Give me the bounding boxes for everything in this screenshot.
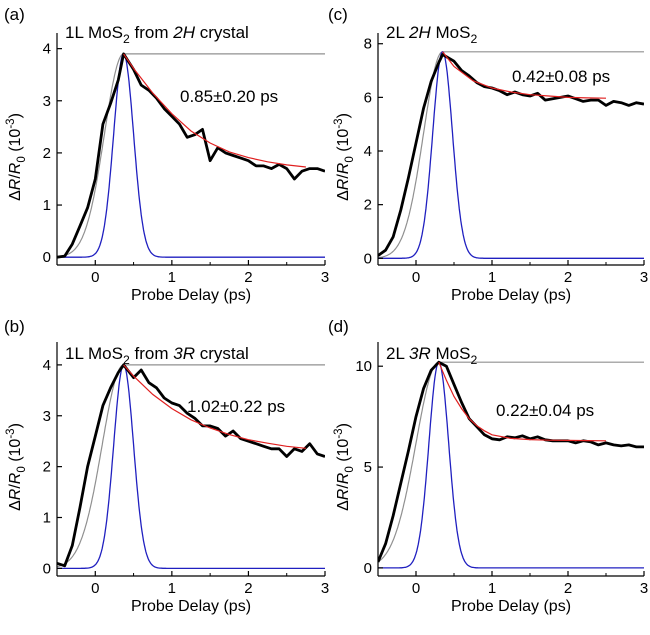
y-tick-label: 4 xyxy=(43,41,51,58)
panel-d: (d) 0 1 2 3 0 5 10 Probe Delay (ps) ΔR/R0 (10-3) 2… xyxy=(328,317,648,615)
x-tick-label: 1 xyxy=(488,269,496,286)
x-tick-label: 3 xyxy=(321,269,329,286)
panel-label: (d) xyxy=(328,317,349,336)
fit-curve xyxy=(123,53,306,168)
y-tick-label: 4 xyxy=(43,357,51,374)
y-axis-label: ΔR/R0 (10-3) xyxy=(333,423,356,511)
panel-title: 2L 3R MoS2 xyxy=(386,344,477,367)
pump-pulse-curve xyxy=(57,53,325,258)
x-tick-label: 0 xyxy=(412,580,420,597)
y-axis-label: ΔR/R0 (10-3) xyxy=(333,113,356,201)
pump-pulse-curve xyxy=(378,361,644,569)
data-curve xyxy=(378,53,644,257)
x-tick-label: 2 xyxy=(564,269,572,286)
y-tick-label: 3 xyxy=(43,93,51,110)
data-curve xyxy=(57,363,325,568)
x-tick-label: 3 xyxy=(640,269,648,286)
time-constant-annotation: 0.85±0.20 ps xyxy=(180,87,278,106)
x-tick-label: 0 xyxy=(412,269,420,286)
fit-curve xyxy=(123,364,306,449)
data-curve xyxy=(378,360,644,563)
y-tick-label: 3 xyxy=(43,408,51,425)
plot-area xyxy=(378,360,644,569)
x-tick-label: 3 xyxy=(321,580,329,597)
y-tick-label: 2 xyxy=(43,459,51,476)
fit-curve xyxy=(442,51,607,99)
panel-label: (b) xyxy=(4,317,25,336)
y-tick-label: 1 xyxy=(43,197,51,214)
y-axis-label: ΔR/R0 (10-3) xyxy=(5,423,28,511)
x-tick-label: 0 xyxy=(91,580,99,597)
rise-curve xyxy=(57,364,325,568)
y-tick-label: 0 xyxy=(364,250,372,267)
y-tick-label: 0 xyxy=(43,249,51,266)
y-tick-label: 4 xyxy=(364,143,372,160)
x-tick-label: 0 xyxy=(91,269,99,286)
x-axis-label: Probe Delay (ps) xyxy=(131,287,251,304)
plot-area xyxy=(57,363,325,570)
y-tick-label: 10 xyxy=(355,358,372,375)
panel-b: (b) 0 1 2 3 0 1 2 3 4 Probe Delay (ps) ΔR/R0 (10-3)… xyxy=(4,317,329,615)
pump-pulse-curve xyxy=(57,364,325,570)
plot-area xyxy=(378,50,644,259)
y-tick-label: 0 xyxy=(364,560,372,577)
pump-pulse-curve xyxy=(378,50,644,259)
x-tick-label: 3 xyxy=(640,580,648,597)
time-constant-annotation: 1.02±0.22 ps xyxy=(187,397,285,416)
panel-a: (a) 0 1 2 3 0 1 2 3 4 Probe Delay (ps) ΔR/R0 (10-3)… xyxy=(4,5,329,304)
x-tick-label: 2 xyxy=(244,269,252,286)
x-tick-label: 1 xyxy=(488,580,496,597)
x-axis-label: Probe Delay (ps) xyxy=(451,598,571,615)
x-tick-label: 2 xyxy=(564,580,572,597)
x-tick-label: 1 xyxy=(168,269,176,286)
time-constant-annotation: 0.22±0.04 ps xyxy=(496,401,594,420)
time-constant-annotation: 0.42±0.08 ps xyxy=(512,67,610,86)
y-tick-label: 2 xyxy=(43,145,51,162)
y-tick-label: 5 xyxy=(364,459,372,476)
y-tick-label: 6 xyxy=(364,89,372,106)
rise-curve xyxy=(57,53,325,258)
panel-title: 1L MoS2 from 3R crystal xyxy=(65,344,249,367)
y-axis-label: ΔR/R0 (10-3) xyxy=(5,113,28,201)
fit-curve xyxy=(438,361,607,442)
plot-area xyxy=(57,52,325,259)
panel-label: (a) xyxy=(4,5,25,24)
rise-curve xyxy=(378,361,644,563)
x-axis-label: Probe Delay (ps) xyxy=(451,287,571,304)
y-tick-label: 2 xyxy=(364,197,372,214)
x-axis-label: Probe Delay (ps) xyxy=(131,598,251,615)
x-tick-label: 2 xyxy=(244,580,252,597)
panel-title: 2L 2H MoS2 xyxy=(386,23,477,46)
y-tick-label: 8 xyxy=(364,36,372,53)
y-tick-label: 0 xyxy=(43,560,51,577)
y-tick-label: 1 xyxy=(43,510,51,527)
data-curve xyxy=(57,52,325,259)
panel-label: (c) xyxy=(328,5,348,24)
panel-title: 1L MoS2 from 2H crystal xyxy=(65,23,249,46)
panel-c: (c) 0 1 2 3 0 2 4 6 8 Probe Delay (ps) ΔR/R0 (10-3)… xyxy=(328,5,648,304)
x-tick-label: 1 xyxy=(168,580,176,597)
